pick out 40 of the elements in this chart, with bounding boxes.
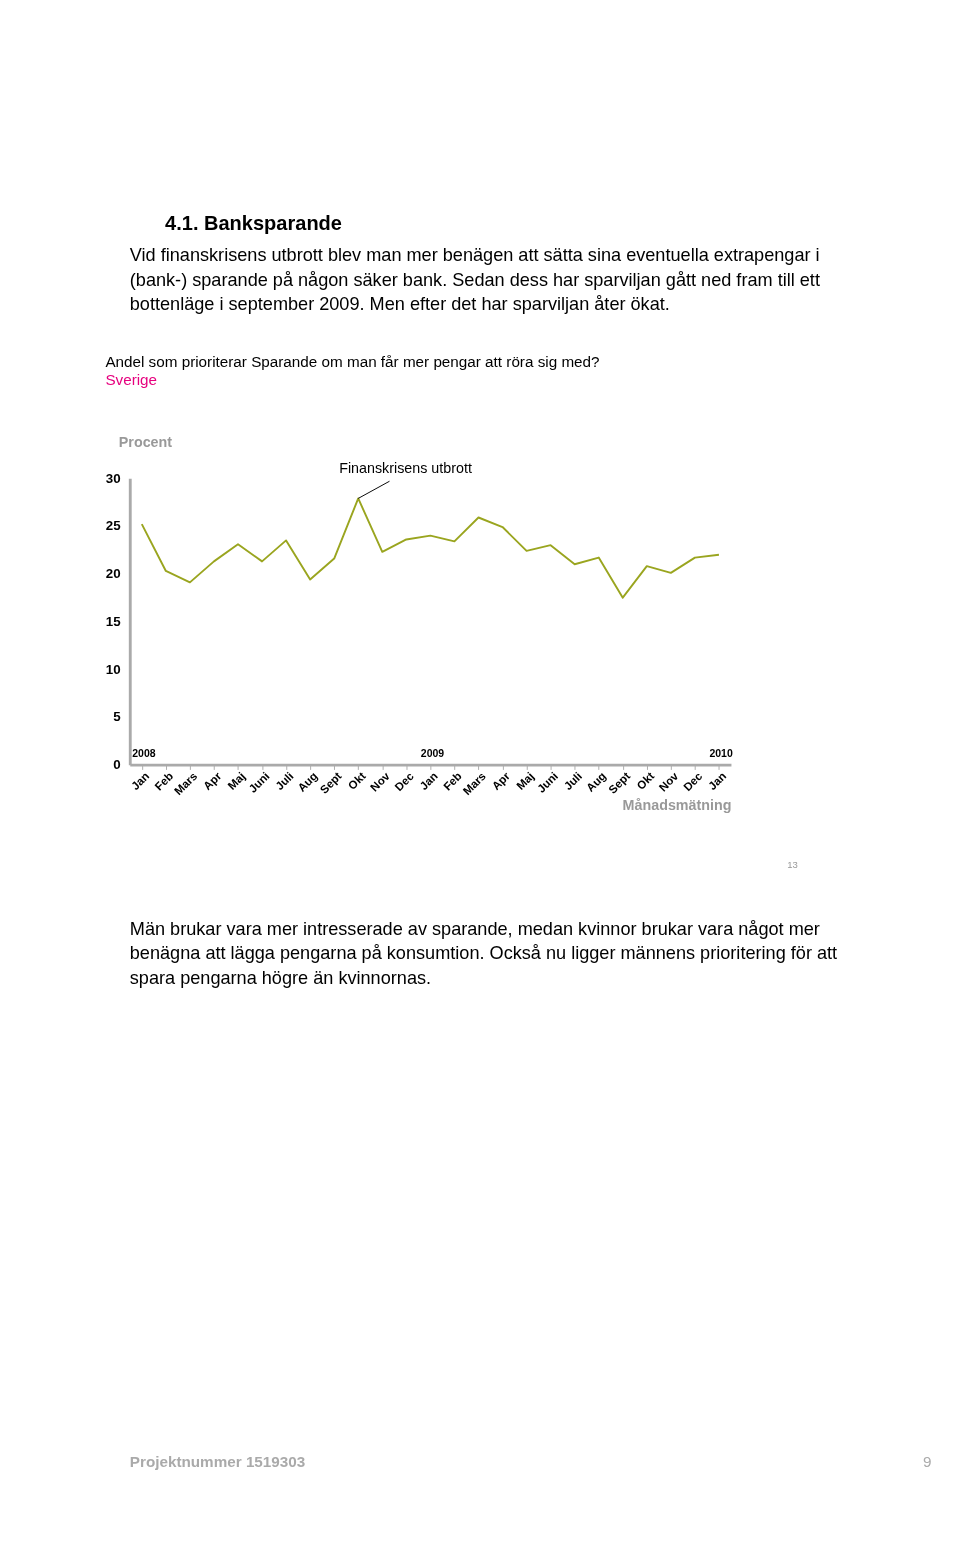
x-tick-label: Jan xyxy=(128,769,152,793)
x-tick-label: Feb xyxy=(441,769,464,793)
annotation: 2010 xyxy=(709,748,733,760)
y-axis-title: Procent xyxy=(118,434,173,451)
x-tick-label: Aug xyxy=(295,769,320,795)
text: Vid finanskrisens utbrott blev man mer benägen att sätta sina eventuella extrapengar i (bank-) sparande på någon säker bank. Sedan dess har sparviljan gått ned fram till ett bottenläge i september 2009. Men efter det har sparviljan åter ökat. xyxy=(129,244,820,315)
x-tick-label: Apr xyxy=(489,769,513,793)
x-tick-label: Juli xyxy=(561,769,585,793)
y-tick-label: 20 xyxy=(105,566,121,582)
x-tick-label: Juli xyxy=(273,769,296,793)
x-tick-label: Nov xyxy=(368,769,393,794)
y-tick-label: 0 xyxy=(113,756,121,772)
annotation: 2009 xyxy=(420,748,445,760)
y-tick-label: 30 xyxy=(105,470,121,486)
x-tick-label: Maj xyxy=(225,769,248,792)
text: 13 xyxy=(787,858,798,870)
y-tick-label: 10 xyxy=(105,661,121,677)
x-tick-label: Apr xyxy=(201,769,224,793)
y-tick-label: 25 xyxy=(105,518,122,534)
y-tick-label: 15 xyxy=(105,613,122,629)
x-tick-label: Okt xyxy=(634,769,657,792)
annotation: 2008 xyxy=(132,748,156,760)
text: Män brukar vara mer intresserade av sparande, medan kvinnor brukar vara något mer benägna att lägga pengarna på konsumtion. Också nu ligger männens prioritering för att spara pengarna högre än kvinnornas. xyxy=(129,918,838,989)
annotation: Finanskrisens utbrott xyxy=(339,459,472,476)
text: Projektnummer 1519303 xyxy=(129,1453,306,1470)
y-tick-label: 5 xyxy=(113,709,122,725)
x-tick-label: Jan xyxy=(417,769,440,793)
x-tick-label: Nov xyxy=(656,769,681,794)
chart-title: Andel som prioriterar Sparande om man får mer pengar att röra sig med? xyxy=(105,352,600,370)
x-tick-label: Jan xyxy=(706,769,729,793)
text: 4.1. Banksparande xyxy=(165,212,342,235)
text: 9 xyxy=(922,1453,932,1470)
x-tick-label: Okt xyxy=(345,769,368,792)
x-axis-title: Månadsmätning xyxy=(622,797,732,814)
x-tick-label: Aug xyxy=(584,769,609,795)
x-tick-label: Dec xyxy=(392,769,417,794)
x-tick-label: Maj xyxy=(514,769,537,792)
chart-subtitle: Sverige xyxy=(105,370,158,388)
x-tick-label: Dec xyxy=(681,769,705,794)
line-series xyxy=(140,497,720,599)
